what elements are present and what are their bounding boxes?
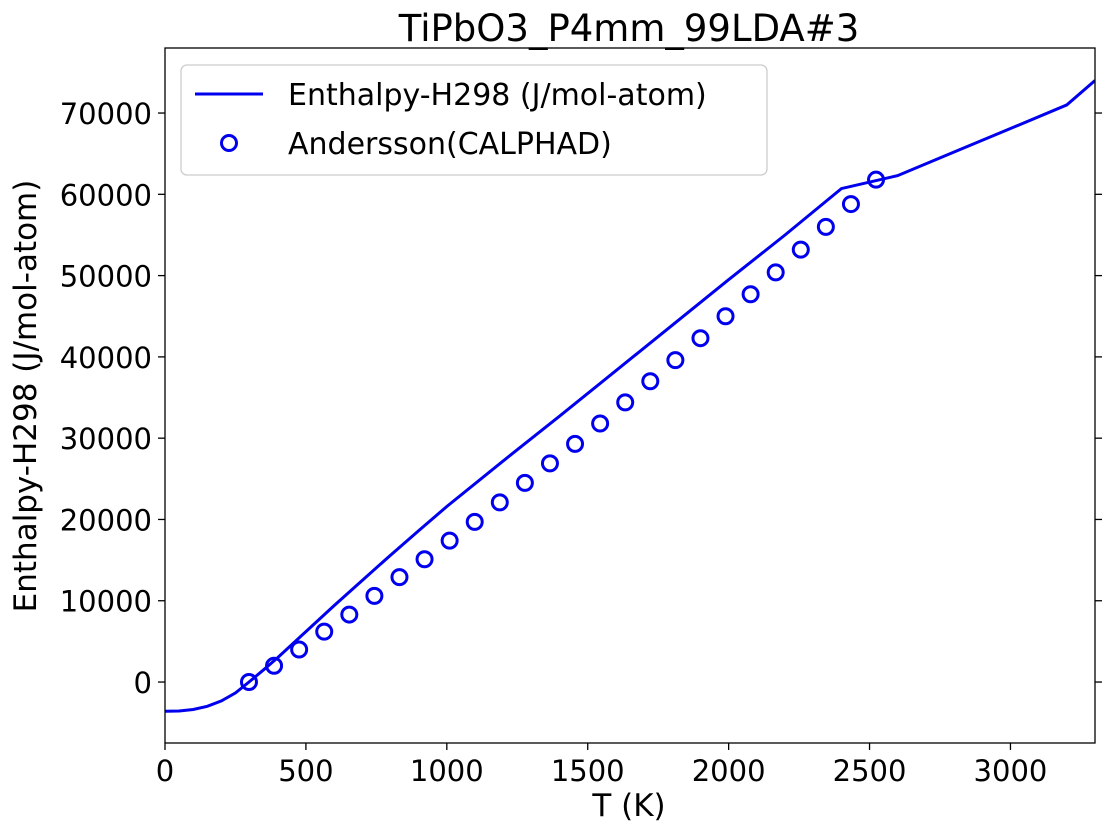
x-tick-label: 2500 xyxy=(833,754,907,788)
data-point xyxy=(515,473,534,492)
x-tick-label: 0 xyxy=(156,754,174,788)
data-point xyxy=(591,414,610,433)
data-point xyxy=(841,195,860,214)
x-tick-label: 2000 xyxy=(692,754,766,788)
legend: Enthalpy-H298 (J/mol-atom) Andersson(CALP… xyxy=(180,64,768,176)
data-point xyxy=(415,550,434,569)
data-point xyxy=(265,656,284,675)
data-point xyxy=(816,217,835,236)
legend-marker-swatch xyxy=(220,134,238,152)
data-point xyxy=(741,285,760,304)
data-point xyxy=(239,673,258,692)
x-tick-label: 1000 xyxy=(410,754,484,788)
x-axis-label: T (K) xyxy=(591,788,665,824)
data-point xyxy=(365,586,384,605)
data-point xyxy=(566,434,585,453)
y-axis-label: Enthalpy-H298 (J/mol-atom) xyxy=(8,180,44,613)
x-tick-label: 1500 xyxy=(551,754,625,788)
y-tick-label: 0 xyxy=(134,666,152,700)
plot-frame xyxy=(164,47,1096,744)
data-point xyxy=(766,263,785,282)
data-point xyxy=(340,605,359,624)
data-point xyxy=(791,240,810,259)
y-tick-label: 40000 xyxy=(60,341,152,375)
data-point xyxy=(716,307,735,326)
data-point xyxy=(490,493,509,512)
data-point xyxy=(540,454,559,473)
legend-label-marker: Andersson(CALPHAD) xyxy=(288,127,612,162)
x-tick-label: 3000 xyxy=(974,754,1048,788)
y-tick-label: 20000 xyxy=(60,503,152,537)
y-tick-label: 30000 xyxy=(60,422,152,456)
y-tick-label: 10000 xyxy=(60,585,152,619)
plot-area xyxy=(165,79,1095,713)
y-tick-label: 70000 xyxy=(60,97,152,131)
data-point xyxy=(315,622,334,641)
axes: 0 500 1000 1500 2000 2500 30000100002000030000… xyxy=(60,47,1102,788)
x-tick-label: 500 xyxy=(278,754,333,788)
data-point xyxy=(641,372,660,391)
legend-box xyxy=(180,64,768,176)
legend-label-line: Enthalpy-H298 (J/mol-atom) xyxy=(288,78,707,113)
data-point xyxy=(867,170,886,189)
chart-title: TiPbO3_P4mm_99LDA#3 xyxy=(398,7,860,50)
data-point xyxy=(666,351,685,370)
data-point xyxy=(390,568,409,587)
data-point xyxy=(691,329,710,348)
data-point xyxy=(465,512,484,531)
data-point xyxy=(440,531,459,550)
y-tick-label: 50000 xyxy=(60,260,152,294)
data-point xyxy=(616,393,635,412)
y-tick-label: 60000 xyxy=(60,178,152,212)
data-point xyxy=(290,640,309,659)
